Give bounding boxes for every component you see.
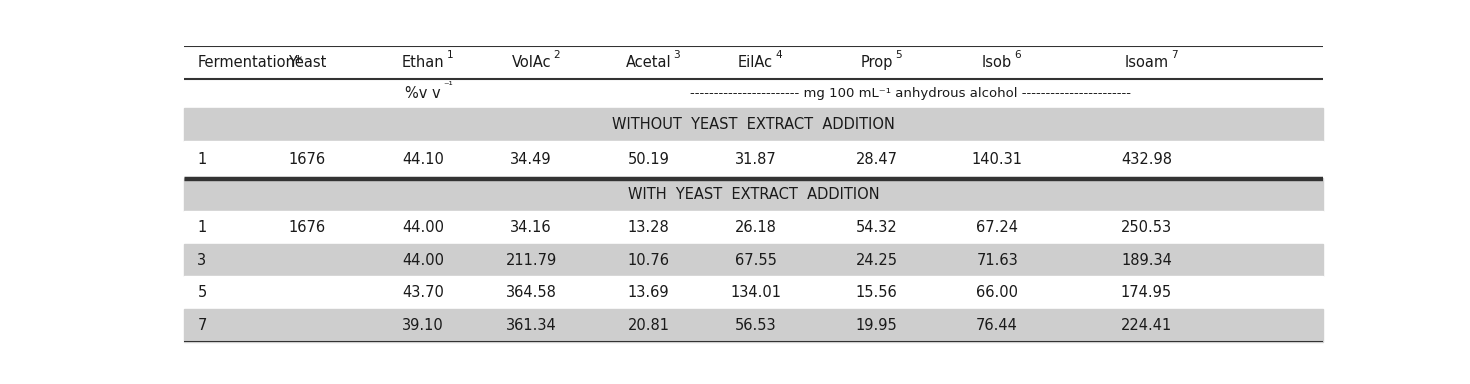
Text: 174.95: 174.95 [1120, 285, 1172, 300]
Text: 71.63: 71.63 [976, 253, 1019, 268]
Text: WITH  YEAST  EXTRACT  ADDITION: WITH YEAST EXTRACT ADDITION [628, 187, 879, 202]
Text: 3: 3 [673, 50, 681, 60]
Bar [184, 79, 1323, 108]
Text: 34.16: 34.16 [510, 220, 553, 235]
Text: 76.44: 76.44 [976, 318, 1019, 333]
Text: 19.95: 19.95 [856, 318, 897, 333]
Text: 250.53: 250.53 [1120, 220, 1172, 235]
Text: 224.41: 224.41 [1120, 318, 1172, 333]
Text: 3: 3 [197, 253, 207, 268]
Text: 54.32: 54.32 [856, 220, 897, 235]
Text: 31.87: 31.87 [735, 152, 776, 167]
Text: 15.56: 15.56 [856, 285, 897, 300]
Text: 24.25: 24.25 [856, 253, 897, 268]
Text: 56.53: 56.53 [735, 318, 776, 333]
Text: EilAc: EilAc [738, 55, 773, 70]
Text: Isoam: Isoam [1125, 55, 1169, 70]
Text: 140.31: 140.31 [972, 152, 1023, 167]
Bar [184, 211, 1323, 244]
Text: 134.01: 134.01 [731, 285, 781, 300]
Text: 39.10: 39.10 [403, 318, 444, 333]
Text: 66.00: 66.00 [976, 285, 1019, 300]
Text: 189.34: 189.34 [1122, 253, 1172, 268]
Text: 361.34: 361.34 [506, 318, 557, 333]
Text: Fermentation*: Fermentation* [197, 55, 303, 70]
Bar [184, 46, 1323, 79]
Text: 67.24: 67.24 [976, 220, 1019, 235]
Text: ⁻¹: ⁻¹ [442, 81, 453, 91]
Text: 2: 2 [553, 50, 560, 60]
Text: 20.81: 20.81 [628, 318, 669, 333]
Text: 1: 1 [197, 220, 207, 235]
Text: 67.55: 67.55 [735, 253, 776, 268]
Text: %v v: %v v [406, 86, 441, 101]
Text: 7: 7 [197, 318, 207, 333]
Text: Ethan: Ethan [401, 55, 444, 70]
Text: 211.79: 211.79 [506, 253, 557, 268]
Text: 6: 6 [1014, 50, 1022, 60]
Text: 1676: 1676 [288, 220, 325, 235]
Bar [184, 244, 1323, 276]
Text: 43.70: 43.70 [403, 285, 444, 300]
Text: 28.47: 28.47 [856, 152, 897, 167]
Text: VolAc: VolAc [512, 55, 551, 70]
Text: 44.10: 44.10 [403, 152, 444, 167]
Bar [184, 276, 1323, 309]
Text: 44.00: 44.00 [401, 253, 444, 268]
Text: Prop: Prop [860, 55, 892, 70]
Bar [184, 108, 1323, 141]
Text: 50.19: 50.19 [628, 152, 669, 167]
Text: Acetal: Acetal [626, 55, 672, 70]
Text: 34.49: 34.49 [510, 152, 553, 167]
Bar [184, 141, 1323, 179]
Text: ----------------------- mg 100 mL⁻¹ anhydrous alcohol -----------------------: ----------------------- mg 100 mL⁻¹ anhy… [689, 87, 1130, 100]
Text: Isob: Isob [982, 55, 1013, 70]
Text: 13.69: 13.69 [628, 285, 669, 300]
Bar [184, 309, 1323, 342]
Text: 1: 1 [447, 50, 453, 60]
Text: 10.76: 10.76 [628, 253, 669, 268]
Bar [184, 179, 1323, 211]
Text: 5: 5 [197, 285, 207, 300]
Text: 4: 4 [776, 50, 782, 60]
Text: Yeast: Yeast [288, 55, 326, 70]
Text: 7: 7 [1170, 50, 1177, 60]
Text: 5: 5 [895, 50, 901, 60]
Text: 364.58: 364.58 [506, 285, 557, 300]
Text: 13.28: 13.28 [628, 220, 669, 235]
Text: 1676: 1676 [288, 152, 325, 167]
Text: 432.98: 432.98 [1122, 152, 1172, 167]
Text: 44.00: 44.00 [401, 220, 444, 235]
Text: 26.18: 26.18 [735, 220, 776, 235]
Text: WITHOUT  YEAST  EXTRACT  ADDITION: WITHOUT YEAST EXTRACT ADDITION [612, 117, 895, 132]
Text: 1: 1 [197, 152, 207, 167]
